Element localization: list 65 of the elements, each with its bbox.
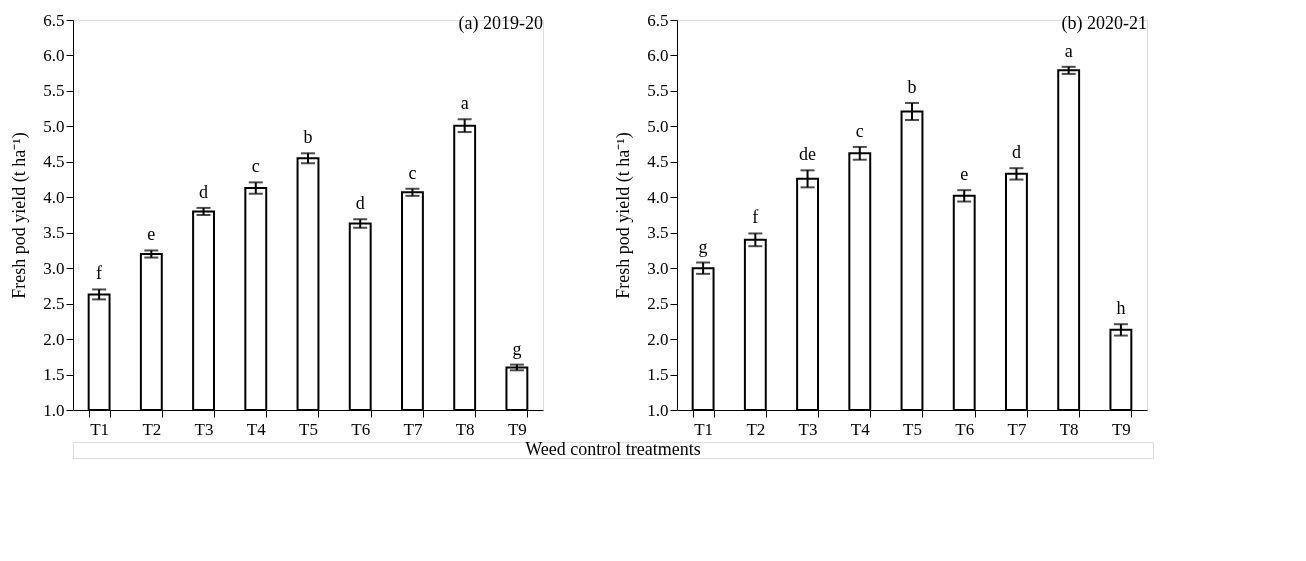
y-tick-label: 2.5 [43,294,65,314]
x-tick-label: T4 [850,419,871,439]
x-tick-label: T7 [403,419,423,439]
y-tick-label: 6.5 [43,10,65,30]
y-tick-label: 2.0 [43,329,65,349]
y-tick-label: 3.5 [43,223,65,243]
annotation: b [907,76,917,97]
x-tick-label: T1 [694,419,714,439]
annotation: g [512,338,522,359]
y-tick-label: 5.5 [43,81,65,101]
y-axis-title: Fresh pod yield (t ha⁻¹) [613,132,635,299]
annotation: b [303,127,313,148]
x-tick-label: T8 [455,419,475,439]
y-tick-label: 3.5 [647,223,669,243]
y-tick-label: 4.0 [43,187,65,207]
x-tick-label: T1 [90,419,110,439]
x-tick-label: T2 [142,419,162,439]
x-axis-title: Weed control treatments [525,439,701,459]
y-tick-label: 4.0 [647,187,669,207]
y-tick-label: 2.0 [647,329,669,349]
x-tick-label: T8 [1059,419,1079,439]
x-tick-label: T3 [798,419,818,439]
annotation: h [1116,298,1126,319]
x-tick-label: T6 [955,419,975,439]
y-tick-label: 1.0 [43,400,65,420]
annotation: a [460,93,469,114]
y-tick-label: 5.0 [647,116,669,136]
x-tick-label: T4 [246,419,267,439]
chart-title: (b) 2020-21 [1061,13,1147,34]
y-tick-label: 4.5 [43,152,65,172]
x-tick-label: T5 [299,419,318,439]
annotation: g [698,236,708,257]
y-tick-label: 1.5 [43,365,65,385]
annotation: d [355,193,365,214]
x-tick-label: T2 [746,419,766,439]
x-tick-label: T9 [1111,419,1131,439]
annotation: c [408,162,417,183]
annotation: d [1011,142,1021,163]
y-tick-label: 1.5 [647,365,669,385]
annotation: de [799,144,817,165]
y-tick-label: 2.5 [647,294,669,314]
annotation: e [960,164,969,185]
y-tick-label: 4.5 [647,152,669,172]
x-tick-label: T3 [194,419,214,439]
annotation: c [251,156,260,177]
y-tick-label: 6.0 [647,45,669,65]
y-tick-label: 3.0 [647,258,669,278]
y-tick-label: 5.0 [43,116,65,136]
x-tick-label: T9 [507,419,527,439]
y-tick-label: 3.0 [43,258,65,278]
annotation: f [752,207,759,228]
y-tick-label: 1.0 [647,400,669,420]
x-tick-label: T5 [903,419,922,439]
y-tick-label: 6.0 [43,45,65,65]
chart-title: (a) 2019-20 [458,13,543,34]
annotation: e [147,224,156,245]
annotation: a [1064,40,1073,61]
annotation: c [855,120,864,141]
y-tick-label: 5.5 [647,81,669,101]
y-tick-label: 6.5 [647,10,669,30]
y-axis-title: Fresh pod yield (t ha⁻¹) [9,132,31,299]
x-tick-label: T7 [1007,419,1027,439]
annotation: f [96,263,103,284]
x-tick-label: T6 [351,419,371,439]
annotation: d [199,181,209,202]
